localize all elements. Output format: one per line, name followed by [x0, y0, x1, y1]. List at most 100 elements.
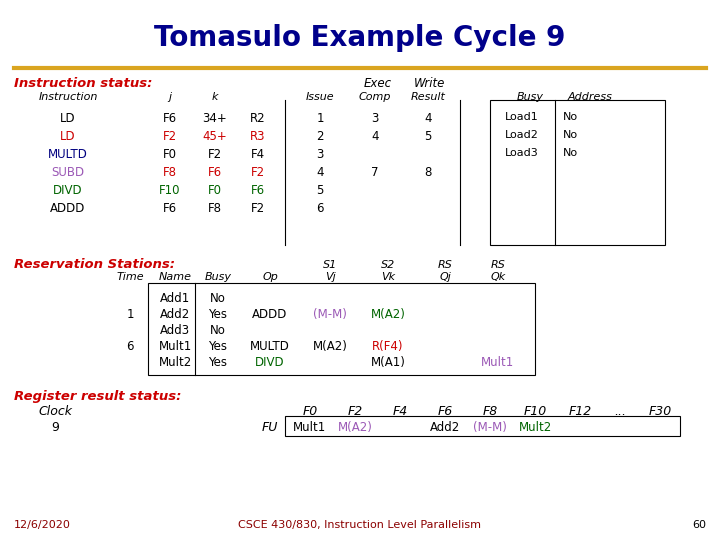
Text: Load3: Load3: [505, 148, 539, 158]
Text: 60: 60: [692, 520, 706, 530]
Text: 6: 6: [126, 340, 134, 353]
Text: CSCE 430/830, Instruction Level Parallelism: CSCE 430/830, Instruction Level Parallel…: [238, 520, 482, 530]
Text: Qj: Qj: [439, 272, 451, 282]
Bar: [285, 416, 680, 436]
Text: Yes: Yes: [209, 356, 228, 369]
Text: M(A2): M(A2): [338, 421, 372, 434]
Text: S1: S1: [323, 260, 337, 270]
Text: M(A2): M(A2): [371, 308, 405, 321]
Text: Comp: Comp: [359, 92, 391, 102]
Text: Vk: Vk: [381, 272, 395, 282]
Text: Instruction status:: Instruction status:: [14, 77, 153, 90]
Text: (M-M): (M-M): [473, 421, 507, 434]
Text: DIVD: DIVD: [255, 356, 285, 369]
Text: F2: F2: [163, 130, 177, 143]
Text: Load1: Load1: [505, 112, 539, 122]
Text: Op: Op: [262, 272, 278, 282]
Text: F0: F0: [208, 184, 222, 197]
Text: Mult1: Mult1: [158, 340, 192, 353]
Text: F8: F8: [163, 166, 177, 179]
Text: F4: F4: [392, 405, 408, 418]
Text: Mult1: Mult1: [293, 421, 327, 434]
Bar: [148, 283, 535, 375]
Text: S2: S2: [381, 260, 395, 270]
Text: Busy: Busy: [204, 272, 232, 282]
Text: Yes: Yes: [209, 340, 228, 353]
Text: F0: F0: [163, 148, 177, 161]
Text: 4: 4: [372, 130, 379, 143]
Text: 1: 1: [126, 308, 134, 321]
Text: ADDD: ADDD: [252, 308, 288, 321]
Text: Add2: Add2: [160, 308, 190, 321]
Text: Exec: Exec: [364, 77, 392, 90]
Text: LD: LD: [60, 130, 76, 143]
Text: ...: ...: [614, 405, 626, 418]
Text: R2: R2: [250, 112, 266, 125]
Text: Issue: Issue: [306, 92, 334, 102]
Text: F6: F6: [163, 202, 177, 215]
Text: 5: 5: [316, 184, 324, 197]
Text: 12/6/2020: 12/6/2020: [14, 520, 71, 530]
Text: M(A2): M(A2): [312, 340, 348, 353]
Text: F10: F10: [159, 184, 181, 197]
Text: F0: F0: [302, 405, 318, 418]
Text: Result: Result: [410, 92, 446, 102]
Text: F4: F4: [251, 148, 265, 161]
Text: No: No: [562, 130, 577, 140]
Text: No: No: [562, 112, 577, 122]
Text: Write: Write: [414, 77, 446, 90]
Text: Address: Address: [567, 92, 613, 102]
Text: FU: FU: [262, 421, 278, 434]
Text: 7: 7: [372, 166, 379, 179]
Text: No: No: [210, 324, 226, 337]
Text: Load2: Load2: [505, 130, 539, 140]
Text: Mult1: Mult1: [482, 356, 515, 369]
Text: Time: Time: [116, 272, 144, 282]
Text: 8: 8: [424, 166, 432, 179]
Text: F2: F2: [347, 405, 363, 418]
Text: 45+: 45+: [202, 130, 228, 143]
Text: M(A1): M(A1): [371, 356, 405, 369]
Text: ADDD: ADDD: [50, 202, 86, 215]
Text: R3: R3: [251, 130, 266, 143]
Text: k: k: [212, 92, 218, 102]
Text: F8: F8: [482, 405, 498, 418]
Text: RS: RS: [438, 260, 452, 270]
Text: 6: 6: [316, 202, 324, 215]
Text: Busy: Busy: [516, 92, 544, 102]
Text: F6: F6: [208, 166, 222, 179]
Text: Reservation Stations:: Reservation Stations:: [14, 258, 175, 271]
Text: Yes: Yes: [209, 308, 228, 321]
Text: F8: F8: [208, 202, 222, 215]
Text: (M-M): (M-M): [313, 308, 347, 321]
Text: DIVD: DIVD: [53, 184, 83, 197]
Text: Clock: Clock: [38, 405, 72, 418]
Text: 3: 3: [372, 112, 379, 125]
Text: F6: F6: [251, 184, 265, 197]
Text: F2: F2: [208, 148, 222, 161]
Text: No: No: [562, 148, 577, 158]
Text: MULTD: MULTD: [250, 340, 290, 353]
Text: 4: 4: [316, 166, 324, 179]
Text: F12: F12: [568, 405, 592, 418]
Text: Vj: Vj: [325, 272, 336, 282]
Text: F30: F30: [649, 405, 672, 418]
Text: LD: LD: [60, 112, 76, 125]
Text: Register result status:: Register result status:: [14, 390, 181, 403]
Text: F10: F10: [523, 405, 546, 418]
Text: Add3: Add3: [160, 324, 190, 337]
Text: F6: F6: [437, 405, 453, 418]
Text: j: j: [168, 92, 171, 102]
Text: 1: 1: [316, 112, 324, 125]
Text: Name: Name: [158, 272, 192, 282]
Text: Mult2: Mult2: [158, 356, 192, 369]
Bar: [490, 100, 665, 245]
Text: Tomasulo Example Cycle 9: Tomasulo Example Cycle 9: [154, 24, 566, 52]
Text: F2: F2: [251, 166, 265, 179]
Text: Add1: Add1: [160, 292, 190, 305]
Text: 4: 4: [424, 112, 432, 125]
Text: MULTD: MULTD: [48, 148, 88, 161]
Text: Instruction: Instruction: [38, 92, 98, 102]
Text: 3: 3: [316, 148, 324, 161]
Text: Qk: Qk: [490, 272, 505, 282]
